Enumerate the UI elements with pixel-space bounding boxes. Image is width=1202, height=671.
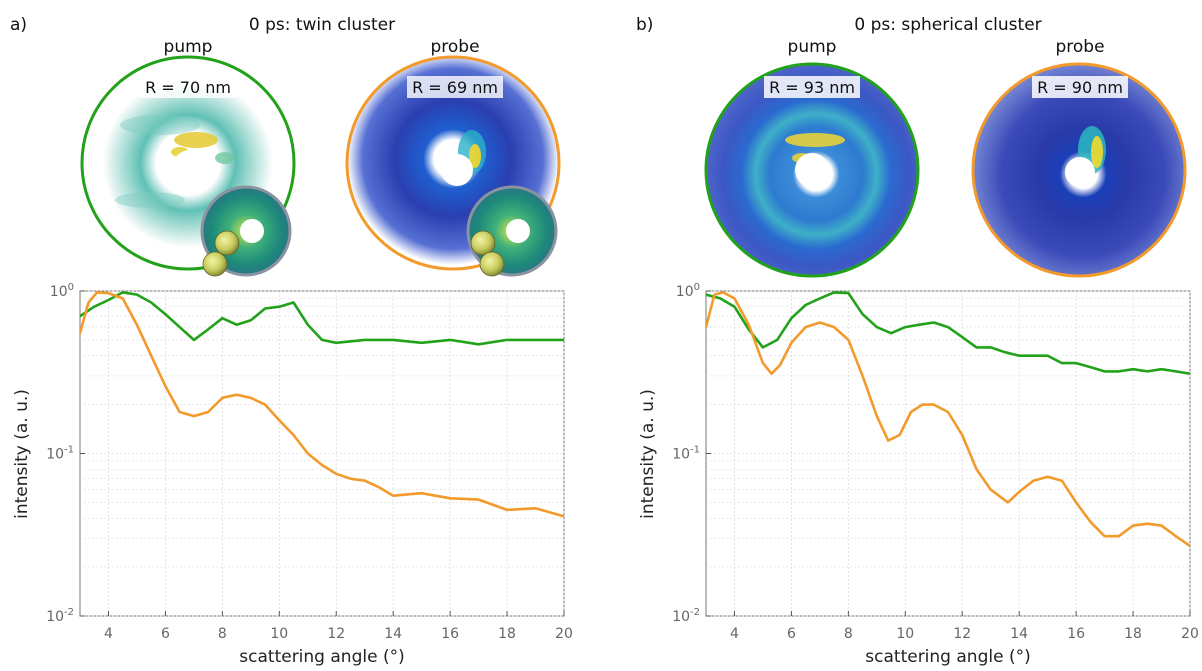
x-tick-label: 4 [730, 626, 739, 642]
x-tick-label: 12 [327, 626, 345, 642]
x-tick-label: 6 [161, 626, 170, 642]
panel-a-probe-radius: R = 69 nm [412, 78, 498, 97]
panel-b-plot: 4 6 8 10 12 14 16 18 20 100 10-1 10-2 [672, 282, 1199, 642]
panel-b-pump-pattern [704, 62, 920, 278]
panel-a-pump-radius: R = 70 nm [145, 78, 231, 97]
x-tick-label: 16 [441, 626, 459, 642]
y-tick-label: 10-2 [46, 607, 74, 625]
x-tick-label: 4 [104, 626, 113, 642]
x-tick-label: 14 [384, 626, 402, 642]
panel-a-ylabel: intensity (a. u.) [12, 389, 32, 519]
x-tick-label: 8 [218, 626, 227, 642]
panel-a-pump-label: pump [164, 37, 213, 57]
probe-frame [345, 55, 561, 271]
probe-series-line [80, 291, 564, 518]
twin-cluster-inset [200, 185, 292, 277]
probe-series-line [706, 291, 1190, 548]
x-tick-label: 14 [1010, 626, 1028, 642]
y-tick-label: 100 [676, 282, 700, 300]
x-tick-label: 20 [1181, 626, 1199, 642]
panel-a-plot: 4 6 8 10 12 14 16 18 20 100 10-1 10-2 [46, 282, 573, 642]
x-tick-label: 10 [270, 626, 288, 642]
panel-b-probe-label: probe [1055, 37, 1104, 57]
panel-b-pump-radius: R = 93 nm [769, 78, 855, 97]
panel-a-probe-label: probe [430, 37, 479, 57]
panel-b-probe-pattern [971, 62, 1187, 278]
pump-series-line [706, 291, 1190, 376]
panel-b-xlabel: scattering angle (°) [865, 647, 1030, 667]
panel-b-label: b) [636, 15, 653, 35]
x-tick-label: 6 [787, 626, 796, 642]
panel-a-xlabel: scattering angle (°) [239, 647, 404, 667]
y-tick-label: 100 [50, 282, 74, 300]
panel-b-pump-label: pump [788, 37, 837, 57]
x-tick-label: 18 [498, 626, 516, 642]
panel-a-title: 0 ps: twin cluster [249, 15, 395, 35]
x-tick-label: 12 [953, 626, 971, 642]
panel-a-label: a) [10, 15, 27, 35]
twin-cluster-inset-probe [466, 185, 558, 277]
y-tick-label: 10-2 [672, 607, 700, 625]
x-tick-label: 20 [555, 626, 573, 642]
panel-b-title: 0 ps: spherical cluster [854, 15, 1041, 35]
probe-frame-b [971, 62, 1187, 278]
panel-b-probe-radius: R = 90 nm [1037, 78, 1123, 97]
pump-series-line [80, 291, 564, 346]
y-tick-label: 10-1 [672, 445, 700, 463]
pump-frame-b [704, 62, 920, 278]
panel-b-ylabel: intensity (a. u.) [638, 389, 658, 519]
pump-frame [80, 55, 296, 271]
x-tick-label: 8 [844, 626, 853, 642]
x-tick-label: 10 [896, 626, 914, 642]
y-tick-label: 10-1 [46, 445, 74, 463]
x-tick-label: 18 [1124, 626, 1142, 642]
x-tick-label: 16 [1067, 626, 1085, 642]
